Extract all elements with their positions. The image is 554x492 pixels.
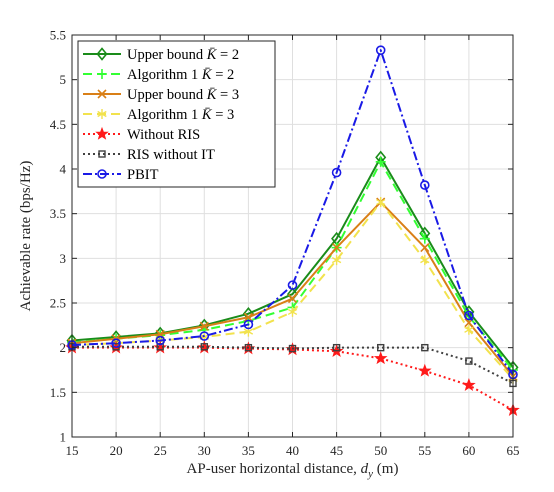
data-point xyxy=(331,167,342,178)
series-7 xyxy=(67,45,518,380)
x-tick-label: 55 xyxy=(418,443,431,458)
x-tick-label: 65 xyxy=(507,443,520,458)
data-point xyxy=(332,343,341,352)
legend-item: Without RIS xyxy=(83,126,200,143)
y-axis-title: Achievable rate (bps/Hz) xyxy=(18,161,34,312)
data-point xyxy=(419,233,430,244)
y-tick-label: 2.5 xyxy=(50,296,66,311)
legend-label: Upper bound K̄ = 3 xyxy=(127,87,239,103)
x-tick-label: 15 xyxy=(66,443,79,458)
legend-item: Algorithm 1 K̄ = 3 xyxy=(83,107,234,123)
x-tick-label: 35 xyxy=(242,443,255,458)
data-point xyxy=(288,344,297,353)
legend-item: Algorithm 1 K̄ = 2 xyxy=(83,67,234,83)
data-point xyxy=(420,255,430,266)
data-point xyxy=(243,319,254,330)
data-point xyxy=(417,363,432,377)
x-tick-label: 50 xyxy=(374,443,387,458)
y-tick-label: 5.5 xyxy=(50,28,66,43)
series-line xyxy=(71,49,514,376)
data-point xyxy=(200,343,209,351)
data-point xyxy=(420,243,430,253)
data-point xyxy=(462,378,476,391)
y-tick-label: 4.5 xyxy=(50,117,66,132)
x-tick-label: 45 xyxy=(330,443,343,458)
data-point xyxy=(373,351,388,365)
x-tick-label: 20 xyxy=(110,443,123,458)
data-point xyxy=(287,280,298,290)
data-point xyxy=(419,180,430,190)
y-tick-label: 2 xyxy=(60,340,67,355)
series-line xyxy=(72,345,514,385)
legend-swatch-marker xyxy=(97,109,107,119)
data-point xyxy=(155,335,165,346)
data-point xyxy=(244,343,253,352)
legend-item: Upper bound K̄ = 2 xyxy=(83,47,239,63)
legend-swatch-marker xyxy=(95,126,109,140)
x-tick-label: 25 xyxy=(154,443,167,458)
data-point xyxy=(375,45,386,55)
data-point xyxy=(243,312,253,322)
y-tick-label: 1 xyxy=(60,430,67,445)
data-point xyxy=(376,197,386,208)
legend-swatch-marker xyxy=(97,69,107,79)
data-point xyxy=(111,338,121,349)
data-point xyxy=(199,321,209,331)
data-point xyxy=(332,243,342,253)
legend-label: PBIT xyxy=(127,167,159,183)
legend-item: Upper bound K̄ = 3 xyxy=(83,87,239,103)
legend-swatch-marker xyxy=(97,89,107,99)
data-point xyxy=(464,310,474,321)
legend-label: Without RIS xyxy=(127,127,200,143)
x-tick-label: 40 xyxy=(286,443,299,458)
data-point xyxy=(465,357,473,365)
legend-box xyxy=(77,40,276,188)
legend-item: PBIT xyxy=(83,167,159,183)
legend-label: Upper bound K̄ = 2 xyxy=(127,47,239,63)
x-axis-title: AP-user horizontal distance, dy (m) xyxy=(187,461,399,480)
y-tick-label: 1.5 xyxy=(50,385,66,400)
data-point xyxy=(287,306,298,317)
legend-swatch-marker xyxy=(98,150,106,158)
y-tick-label: 5 xyxy=(60,72,67,87)
y-tick-label: 3.5 xyxy=(50,206,66,221)
x-tick-label: 60 xyxy=(462,443,475,458)
legend-item: RIS without IT xyxy=(83,147,215,163)
series-line xyxy=(71,156,514,368)
data-point xyxy=(377,343,385,352)
data-point xyxy=(421,343,429,352)
x-tick-label: 30 xyxy=(198,443,211,458)
data-point xyxy=(464,324,474,335)
y-tick-label: 4 xyxy=(60,162,67,177)
data-point xyxy=(287,293,298,304)
y-tick-label: 3 xyxy=(60,251,67,266)
legend-swatch-marker xyxy=(97,169,107,179)
axis-ticks: 15 20 25 30 35 40 45 50 55 60 65 1 1.5 2 2.5 3 3.5 4 4.5 5 5… xyxy=(50,28,520,459)
series-layer xyxy=(65,45,520,416)
legend-swatch-marker xyxy=(96,47,108,61)
legend-label: RIS without IT xyxy=(127,147,215,163)
data-point xyxy=(375,156,386,167)
legend-label: Algorithm 1 K̄ = 2 xyxy=(127,67,234,83)
data-point xyxy=(199,331,210,341)
legend-label: Algorithm 1 K̄ = 3 xyxy=(127,107,234,123)
data-point xyxy=(331,255,342,266)
legend: Upper bound K̄ = 2 Algorithm 1 K̄ = 2 Uppe… xyxy=(77,40,276,188)
